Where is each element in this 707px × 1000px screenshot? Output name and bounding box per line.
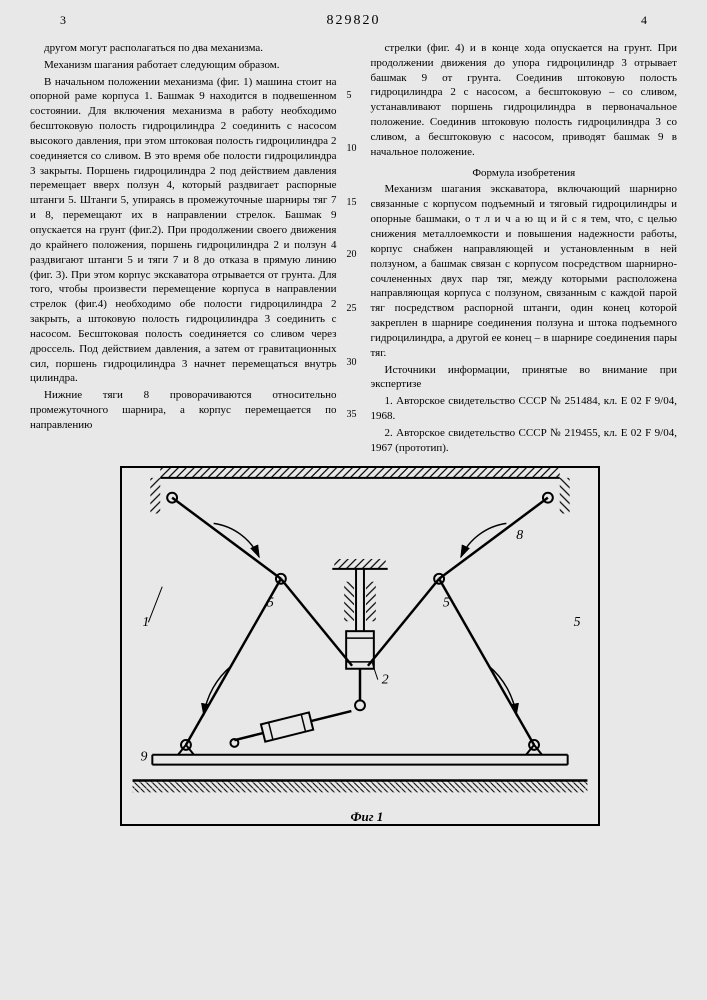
left-column: другом могут располагаться по два механи… — [30, 41, 337, 458]
document-number: 829820 — [327, 12, 381, 31]
paragraph: Механизм шагания работает следующим обра… — [30, 58, 337, 73]
figure-1: 1 5 5 8 2 9 5 Фиг 1 — [120, 466, 600, 826]
paragraph: Нижние тяги 8 проворачиваются относитель… — [30, 388, 337, 433]
formula-title: Формула изобретения — [371, 166, 678, 181]
line-number: 15 — [347, 196, 357, 210]
paragraph: другом могут располагаться по два механи… — [30, 41, 337, 56]
figure-label-9: 9 — [140, 748, 147, 763]
page-right-number: 4 — [641, 12, 647, 31]
page-left-number: 3 — [60, 12, 66, 31]
paragraph: Механизм шагания экскаватора, включающий… — [371, 182, 678, 360]
figure-label-8: 8 — [516, 527, 523, 542]
source-item: 2. Авторское свидетельство СССР № 219455… — [371, 426, 678, 456]
figure-label-5: 5 — [267, 594, 274, 609]
page-header: 3 829820 4 — [30, 12, 677, 37]
figure-caption: Фиг 1 — [350, 808, 383, 826]
right-column: стрелки (фиг. 4) и в конце хода опускает… — [371, 41, 678, 458]
line-number: 30 — [347, 356, 357, 370]
figure-label-5: 5 — [443, 594, 450, 609]
line-number: 10 — [347, 142, 357, 156]
source-item: 1. Авторское свидетельство СССР № 251484… — [371, 394, 678, 424]
figure-label-2: 2 — [382, 671, 389, 686]
line-number: 20 — [347, 248, 357, 262]
figure-label-5: 5 — [574, 614, 581, 629]
figure-svg: 1 5 5 8 2 9 5 — [122, 468, 598, 824]
line-number: 5 — [347, 89, 352, 103]
text-columns: другом могут располагаться по два механи… — [30, 41, 677, 458]
line-number-gutter: 5 10 15 20 25 30 35 — [347, 41, 361, 458]
line-number: 35 — [347, 408, 357, 422]
line-number: 25 — [347, 302, 357, 316]
paragraph: стрелки (фиг. 4) и в конце хода опускает… — [371, 41, 678, 160]
paragraph: В начальном положении механизма (фиг. 1)… — [30, 75, 337, 387]
sources-title: Источники информации, принятые во вниман… — [371, 363, 678, 393]
